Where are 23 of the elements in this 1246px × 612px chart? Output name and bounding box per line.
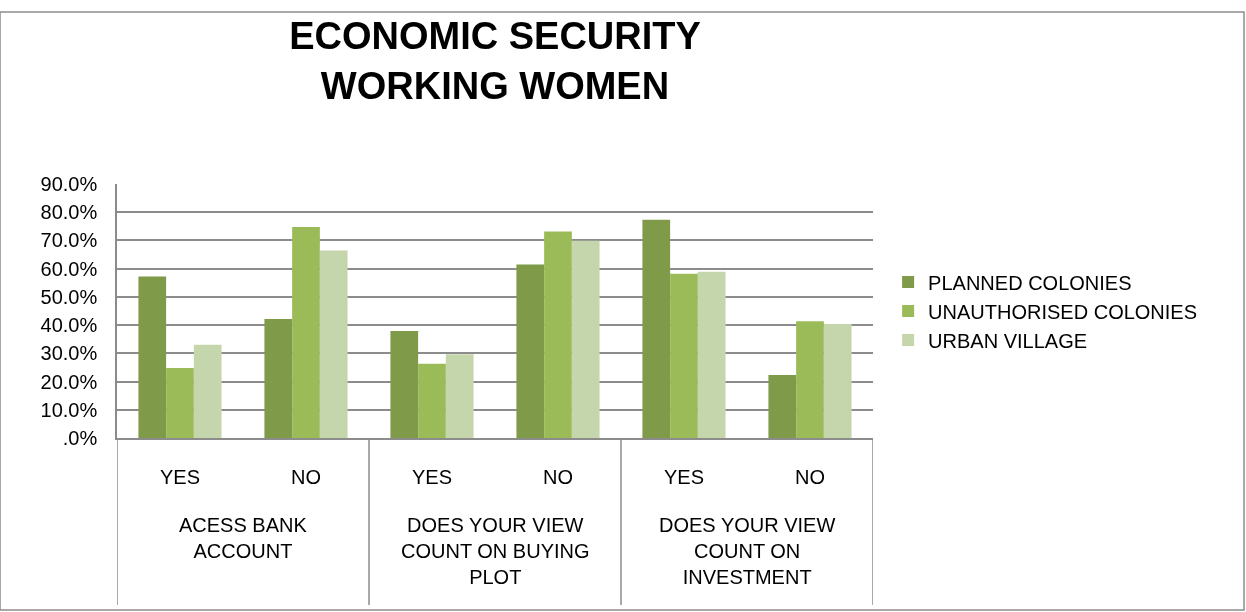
text: DOES YOUR VIEW COUNT ON INVESTMENT <box>659 514 836 588</box>
x-tick-label: YES <box>411 465 453 488</box>
text: DOES YOUR VIEW COUNT ON BUYING PLOT <box>401 514 590 588</box>
x-tick-label: YES <box>663 465 705 488</box>
legend-label: URBAN VILLAGE <box>928 329 1088 352</box>
y-tick-label: .0% <box>62 427 98 449</box>
x-tick-label: NO <box>795 465 825 488</box>
legend-label: UNAUTHORISED COLONIES <box>928 300 1198 323</box>
y-tick-label: 70.0% <box>40 229 98 252</box>
y-tick-label: 90.0% <box>40 173 98 195</box>
y-tick-label: 20.0% <box>40 370 98 393</box>
y-tick-label: 40.0% <box>40 314 98 337</box>
y-tick-label: 80.0% <box>40 201 98 224</box>
y-tick-label: 30.0% <box>40 342 98 365</box>
chart-title: ECONOMIC SECURITY WORKING WOMEN <box>289 15 701 107</box>
y-tick-label: 10.0% <box>40 398 98 421</box>
y-tick-label: 60.0% <box>40 257 98 280</box>
x-tick-label: YES <box>159 465 201 488</box>
legend-label: PLANNED COLONIES <box>928 271 1132 294</box>
text: ACESS BANK ACCOUNT <box>179 514 308 562</box>
y-tick-label: 50.0% <box>40 285 98 308</box>
x-tick-label: NO <box>291 465 321 488</box>
x-tick-label: NO <box>543 465 573 488</box>
